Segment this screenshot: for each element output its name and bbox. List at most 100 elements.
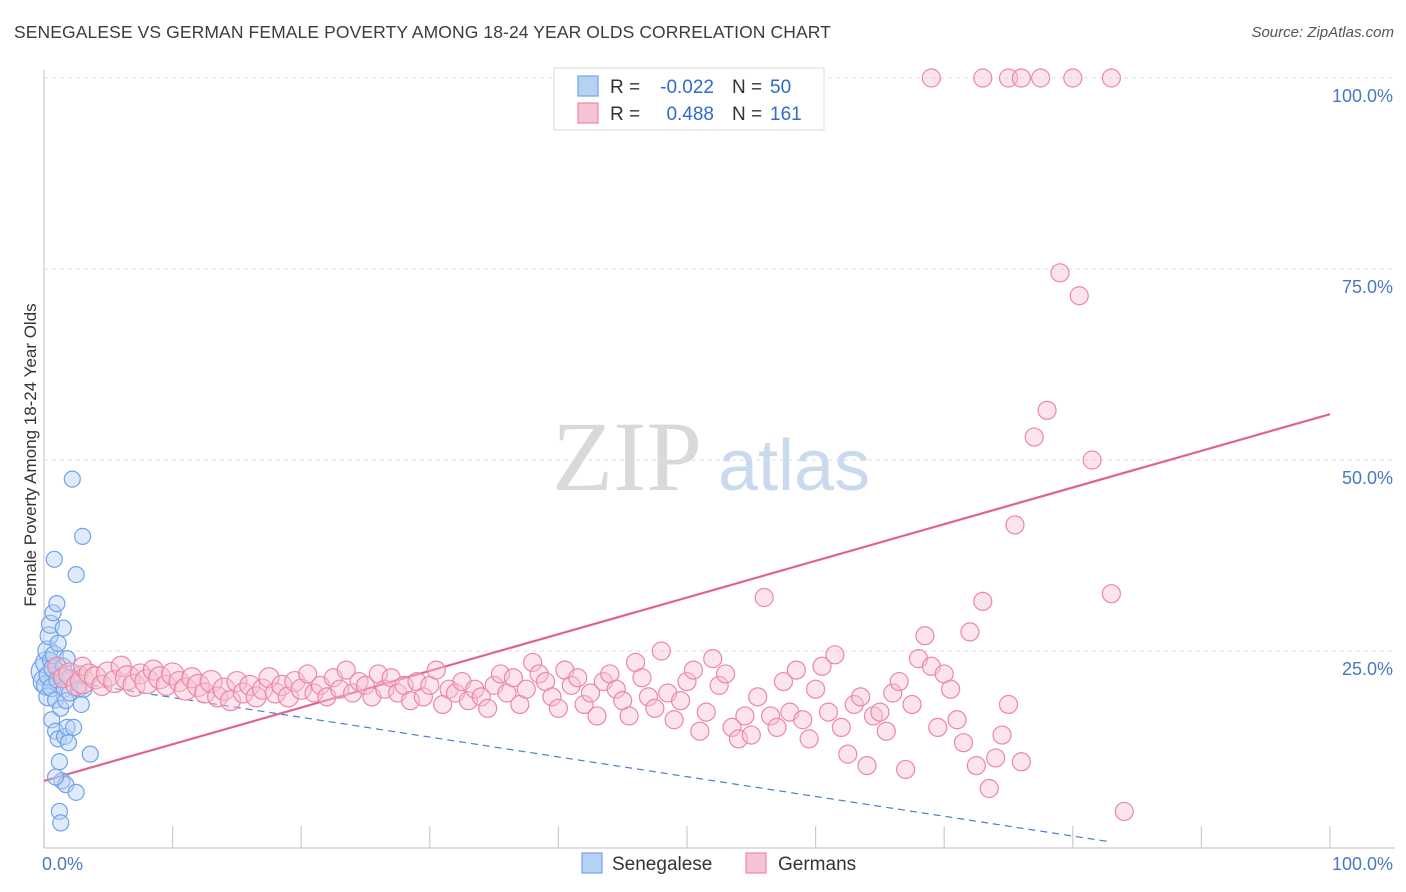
data-point: [471, 687, 491, 707]
data-point: [1011, 68, 1031, 88]
data-point: [1024, 427, 1044, 447]
data-point: [59, 734, 78, 752]
data-point: [767, 717, 787, 738]
x-tick-label: 100.0%: [1332, 854, 1393, 874]
y-tick-label: 100.0%: [1332, 86, 1393, 106]
data-point: [883, 683, 903, 703]
data-point: [54, 619, 72, 637]
data-point: [741, 725, 761, 745]
gridlines: [44, 77, 1395, 652]
data-point: [523, 652, 543, 673]
data-point: [44, 604, 62, 622]
legend-r-label-2: R =: [610, 104, 640, 125]
series-senegalese: [30, 470, 99, 832]
bottom-legend-swatch-germans: [745, 852, 767, 874]
data-point: [857, 755, 877, 776]
chart-source: Source: ZipAtlas.com: [1251, 24, 1394, 41]
data-point: [580, 683, 601, 703]
data-point: [805, 679, 826, 699]
data-point: [490, 664, 511, 684]
data-point: [889, 671, 909, 692]
data-point: [638, 687, 659, 707]
data-point: [703, 649, 723, 669]
data-point: [375, 679, 395, 699]
data-point: [52, 814, 70, 832]
data-point: [992, 725, 1012, 745]
data-point: [1063, 68, 1083, 88]
watermark-atlas: atlas: [718, 426, 870, 506]
legend-n-label-1: N =: [732, 77, 762, 98]
data-point: [1050, 263, 1070, 283]
data-point: [298, 664, 318, 684]
y-tick-label: 50.0%: [1342, 468, 1393, 488]
axes: [43, 70, 1395, 849]
data-point: [728, 729, 749, 749]
data-point: [986, 748, 1006, 768]
legend-box: R = -0.022 N = 50 R = 0.488 N = 161: [553, 67, 825, 131]
data-point: [48, 595, 66, 613]
data-point: [1037, 400, 1057, 420]
tick-labels: 25.0% 50.0% 75.0% 100.0% 0.0% 100.0%: [42, 86, 1393, 874]
data-point: [928, 717, 948, 738]
y-tick-label: 25.0%: [1342, 659, 1393, 679]
legend-r-label-1: R =: [610, 77, 640, 98]
y-axis-title: Female Poverty Among 18-24 Year Olds: [21, 303, 40, 606]
data-point: [72, 695, 90, 714]
legend-n-label-2: N =: [732, 104, 762, 125]
data-point: [696, 702, 716, 722]
data-point: [542, 687, 562, 707]
data-point: [902, 694, 922, 715]
trendline-germans: [43, 413, 1331, 782]
data-point: [915, 626, 935, 646]
data-point: [226, 670, 248, 693]
data-point: [413, 687, 433, 707]
data-point: [142, 659, 164, 681]
data-point: [168, 670, 190, 693]
data-point: [207, 686, 229, 708]
data-point: [876, 721, 896, 741]
data-point: [194, 682, 216, 704]
trend-lines: [43, 413, 1331, 843]
data-point: [58, 662, 82, 686]
data-point: [838, 744, 858, 764]
data-point: [979, 778, 999, 799]
data-point: [73, 527, 92, 546]
data-point: [953, 733, 974, 753]
y-tick-label: 75.0%: [1342, 277, 1393, 297]
data-point: [851, 687, 871, 707]
data-point: [1114, 801, 1134, 822]
data-point: [941, 679, 961, 699]
data-point: [760, 706, 781, 726]
data-point: [735, 706, 755, 726]
data-point: [670, 691, 691, 711]
data-point: [529, 664, 549, 684]
legend-swatch-senegalese: [577, 75, 599, 97]
data-point: [973, 68, 993, 88]
data-point: [64, 718, 83, 737]
data-point: [1101, 68, 1121, 88]
data-point: [181, 667, 203, 689]
data-point: [619, 706, 639, 726]
data-point: [503, 668, 523, 688]
data-point: [239, 674, 261, 696]
data-point: [574, 694, 594, 715]
data-point: [355, 675, 376, 695]
data-point: [548, 698, 569, 718]
data-point: [818, 702, 839, 722]
bottom-legend-germans: Germans: [778, 854, 856, 875]
bottom-legend-senegalese: Senegalese: [612, 854, 712, 875]
data-point: [683, 660, 704, 680]
data-point: [330, 679, 350, 699]
series-germans: [47, 68, 1134, 822]
data-point: [786, 660, 806, 680]
data-point: [58, 718, 76, 737]
data-point: [49, 634, 67, 652]
data-point: [587, 706, 607, 726]
data-point: [561, 675, 581, 695]
data-point: [870, 702, 890, 722]
data-point: [95, 661, 121, 687]
data-point: [1069, 286, 1089, 306]
data-point: [426, 660, 446, 680]
data-point: [458, 691, 478, 711]
x-tick-label: 0.0%: [42, 854, 83, 874]
